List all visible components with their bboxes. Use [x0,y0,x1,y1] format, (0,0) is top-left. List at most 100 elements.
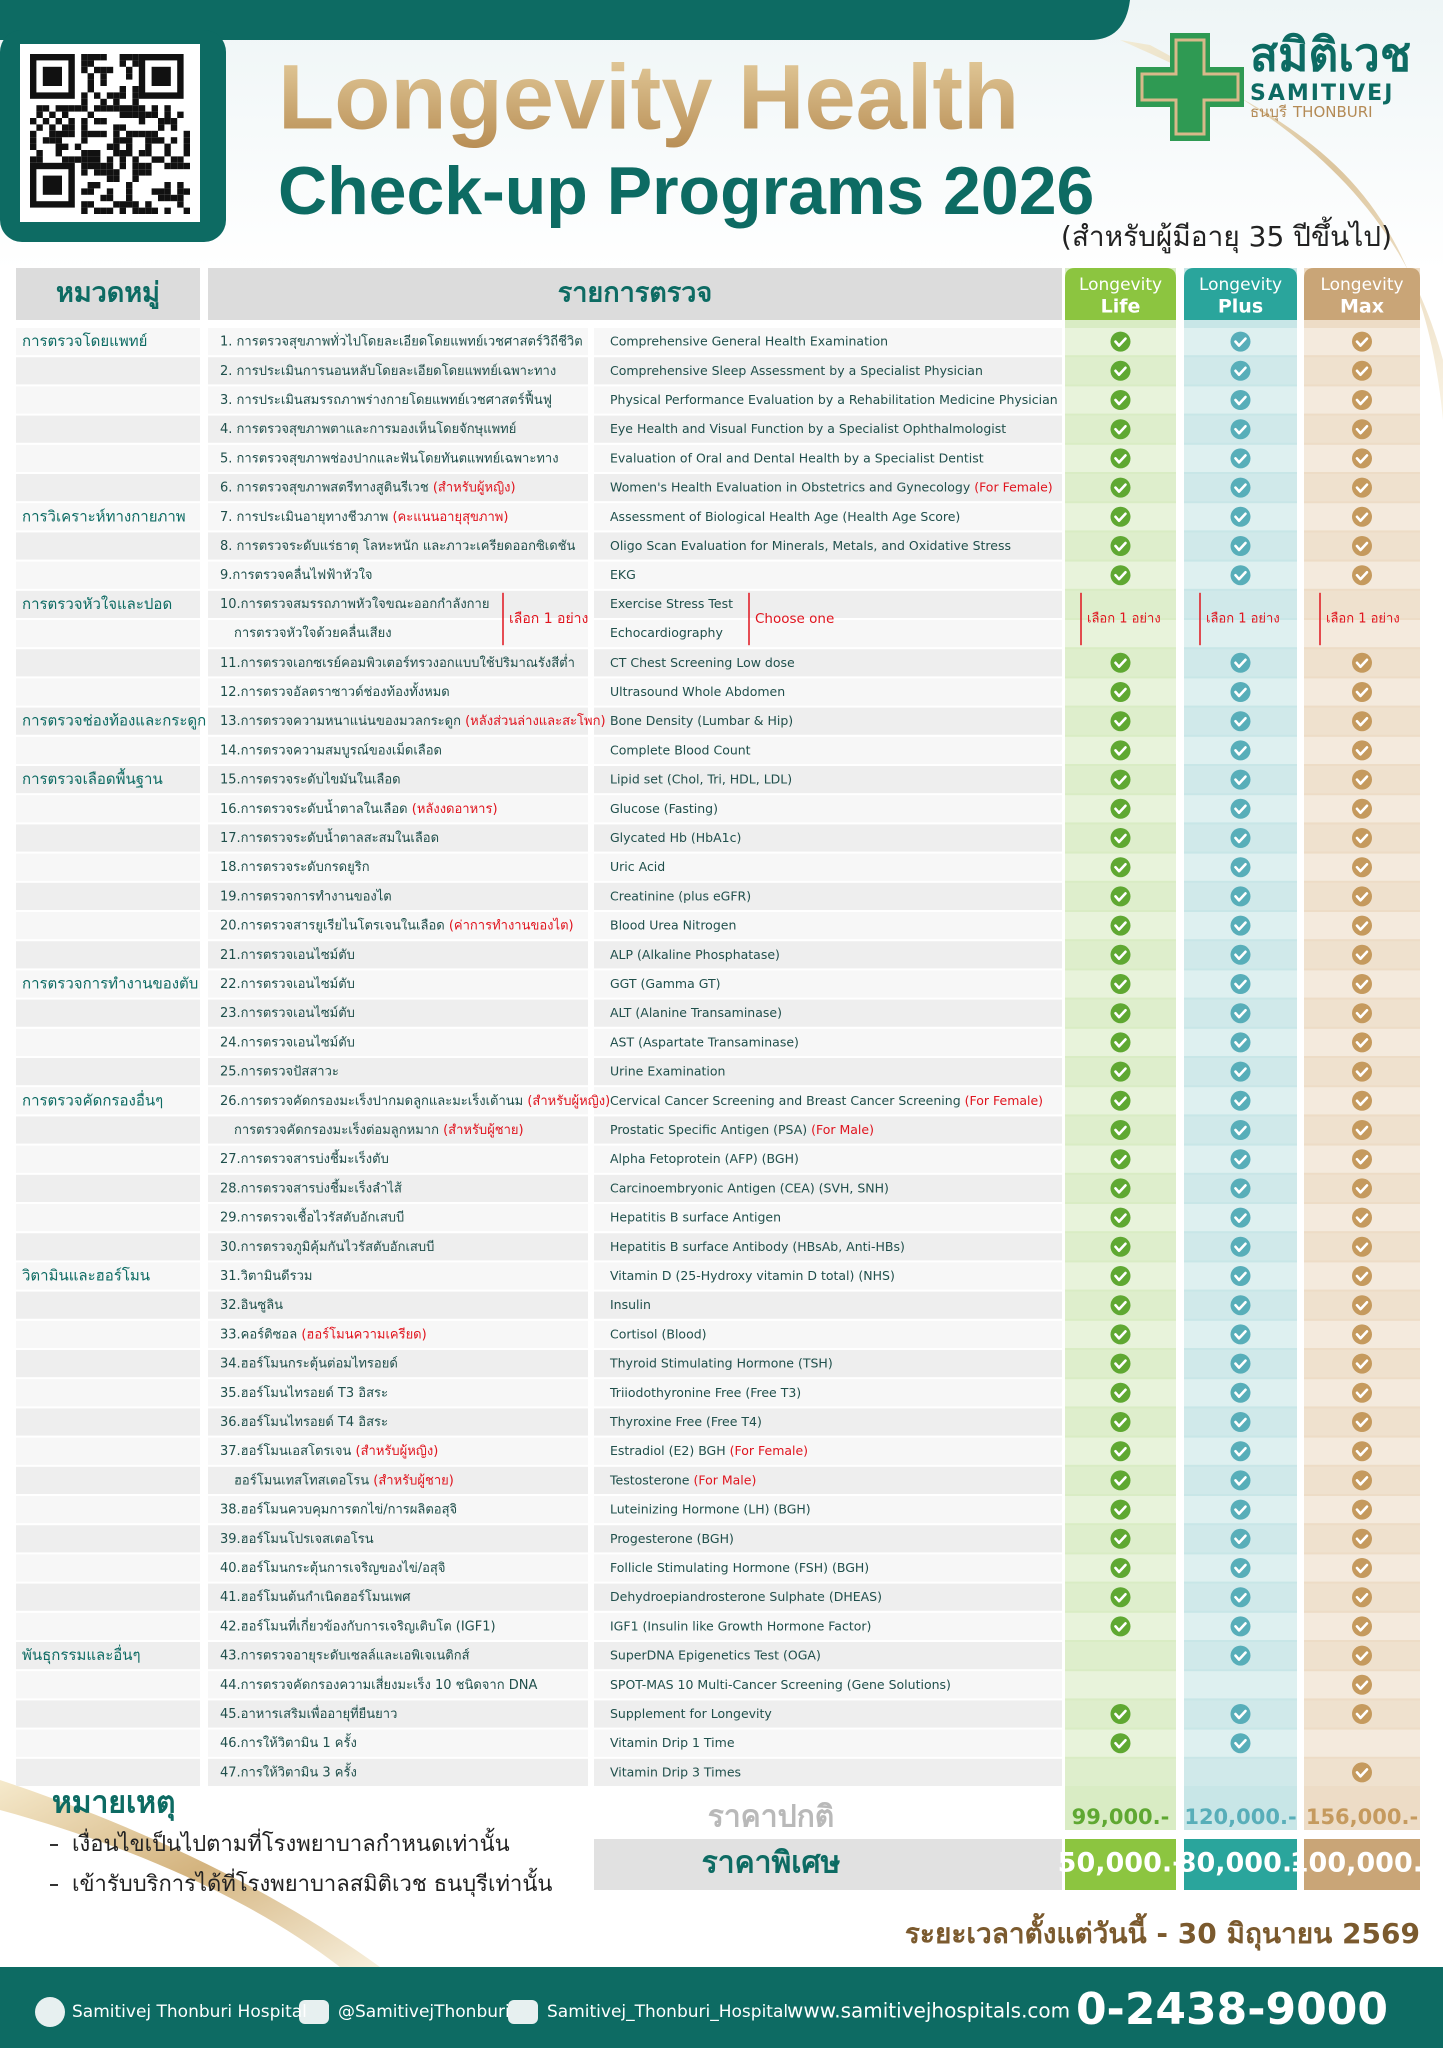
item-thai: 12.การตรวจอัลตราซาวด์ช่องท้องทั้งหมด [220,682,450,700]
row-bg [594,620,1062,648]
qr-module [126,130,133,138]
item-english-main: Uric Acid [610,859,665,874]
check-circle [1352,360,1372,381]
check-circle [1110,360,1131,381]
item-thai-note: (ฮอร์โมนความเครียด) [301,1326,426,1342]
item-english-main: Hepatitis B surface Antigen [610,1209,781,1224]
qr-module [94,66,101,74]
row-bg [208,1145,588,1173]
top-band [0,0,1130,40]
qr-module [132,60,139,67]
qr-module [119,137,126,144]
item-thai-main: 22.การตรวจเอนไซม์ตับ [220,976,355,992]
regular-price: 99,000.- [1072,1805,1170,1829]
item-thai-main: 36.ฮอร์โมนไทรอยด์ T4 อิสระ [220,1414,388,1430]
item-english-main: Hepatitis B surface Antibody (HBsAb, Ant… [610,1238,905,1253]
item-thai-main: 45.อาหารเสริมเพื่ออายุที่ยืนยาว [220,1705,397,1722]
package-header [1184,268,1297,320]
check-circle [1110,1441,1131,1462]
row-bg [1304,1729,1420,1757]
item-thai: 39.ฮอร์โมนโปรเจสเตอโรน [220,1530,374,1546]
check-icon [1230,1090,1251,1111]
item-english: Physical Performance Evaluation by a Reh… [610,392,1058,407]
qr-module [158,137,165,144]
check-tick [1234,1242,1247,1253]
header-items: รายการตรวจ [558,278,713,309]
header-cell [16,268,200,320]
check-icon [1352,944,1372,965]
qr-module [81,188,88,195]
check-circle [1352,944,1372,965]
qr-module [138,105,146,112]
row-bg [594,795,1062,823]
category-label: การตรวจการทำงานของตับ [22,975,198,993]
check-tick [1114,1096,1127,1107]
check-icon [1230,1558,1251,1578]
check-icon [1110,798,1131,819]
item-english: Oligo Scan Evaluation for Minerals, Meta… [610,538,1011,553]
qr-module [145,150,152,157]
check-icon [1352,974,1372,994]
check-tick [1114,424,1127,435]
check-circle [1110,1003,1131,1024]
qr-module [106,105,114,112]
qr-module [100,79,107,86]
check-tick [1355,570,1369,581]
item-english: Urine Examination [610,1063,725,1078]
check-tick [1114,921,1127,931]
item-thai: 21.การตรวจเอนไซม์ตับ [220,946,355,962]
check-icon [1352,448,1372,469]
item-thai: การตรวจหัวใจด้วยคลื่นเสียง [234,624,392,641]
row-bg [16,1204,200,1232]
check-tick [1355,862,1369,873]
qr-module [132,169,139,176]
qr-finder [42,175,62,195]
row-bg [208,1262,588,1290]
row-bg [594,1466,1062,1494]
check-icon [1230,1412,1251,1432]
check-circle [1352,1470,1372,1491]
item-thai-main: 4. การตรวจสุขภาพตาและการมองเห็นโดยจักษุแ… [220,419,516,437]
qr-module [36,124,43,131]
qr-module [30,143,37,150]
qr-module [183,207,190,214]
item-english: ALT (Alanine Transaminase) [610,1005,782,1020]
row-bg [594,1496,1062,1524]
note-item: เงื่อนไขเป็นไปตามที่โรงพยาบาลกำหนดเท่านั… [72,1828,510,1857]
item-english: Luteinizing Hormone (LH) (BGH) [610,1501,811,1516]
item-thai-main: 43.การตรวจอายุระดับเซลล์และเอพิเจเนติกส์ [220,1647,470,1663]
check-tick [1355,1680,1369,1691]
check-circle [1352,1061,1372,1082]
row-bg [16,590,200,618]
check-icon [1110,1412,1131,1432]
check-icon [1352,1236,1372,1257]
qr-module [62,124,69,131]
item-english-main: Blood Urea Nitrogen [610,917,736,932]
qr-module [132,130,139,138]
check-tick [1355,541,1369,552]
item-thai: 4. การตรวจสุขภาพตาและการมองเห็นโดยจักษุแ… [220,419,516,437]
check-circle [1110,477,1131,498]
check-circle [1352,886,1372,907]
footer-facebook: Samitivej Thonburi Hospital [72,2002,307,2022]
package-header [1304,268,1420,320]
qr-module [87,156,94,163]
check-icon [1230,1528,1251,1549]
check-circle [1110,1236,1131,1257]
row-bg [208,1554,588,1582]
row-bg [1184,1671,1297,1699]
qr-module [87,188,94,195]
row-bg [208,1525,588,1553]
qr-code [30,54,190,214]
qr-module [113,201,120,208]
item-thai-main: 19.การตรวจการทำงานของไต [220,888,392,904]
qr-module [100,162,107,170]
check-tick [1355,483,1369,493]
check-circle [1230,1090,1251,1111]
item-english-main: Eye Health and Visual Function by a Spec… [610,421,1006,436]
qr-module [126,182,133,189]
check-circle [1352,1558,1372,1578]
check-icon [1230,1704,1251,1724]
item-thai: 42.ฮอร์โมนที่เกี่ยวข้องกับการเจริญเติบโต… [220,1617,496,1634]
item-english: GGT (Gamma GT) [610,976,721,991]
